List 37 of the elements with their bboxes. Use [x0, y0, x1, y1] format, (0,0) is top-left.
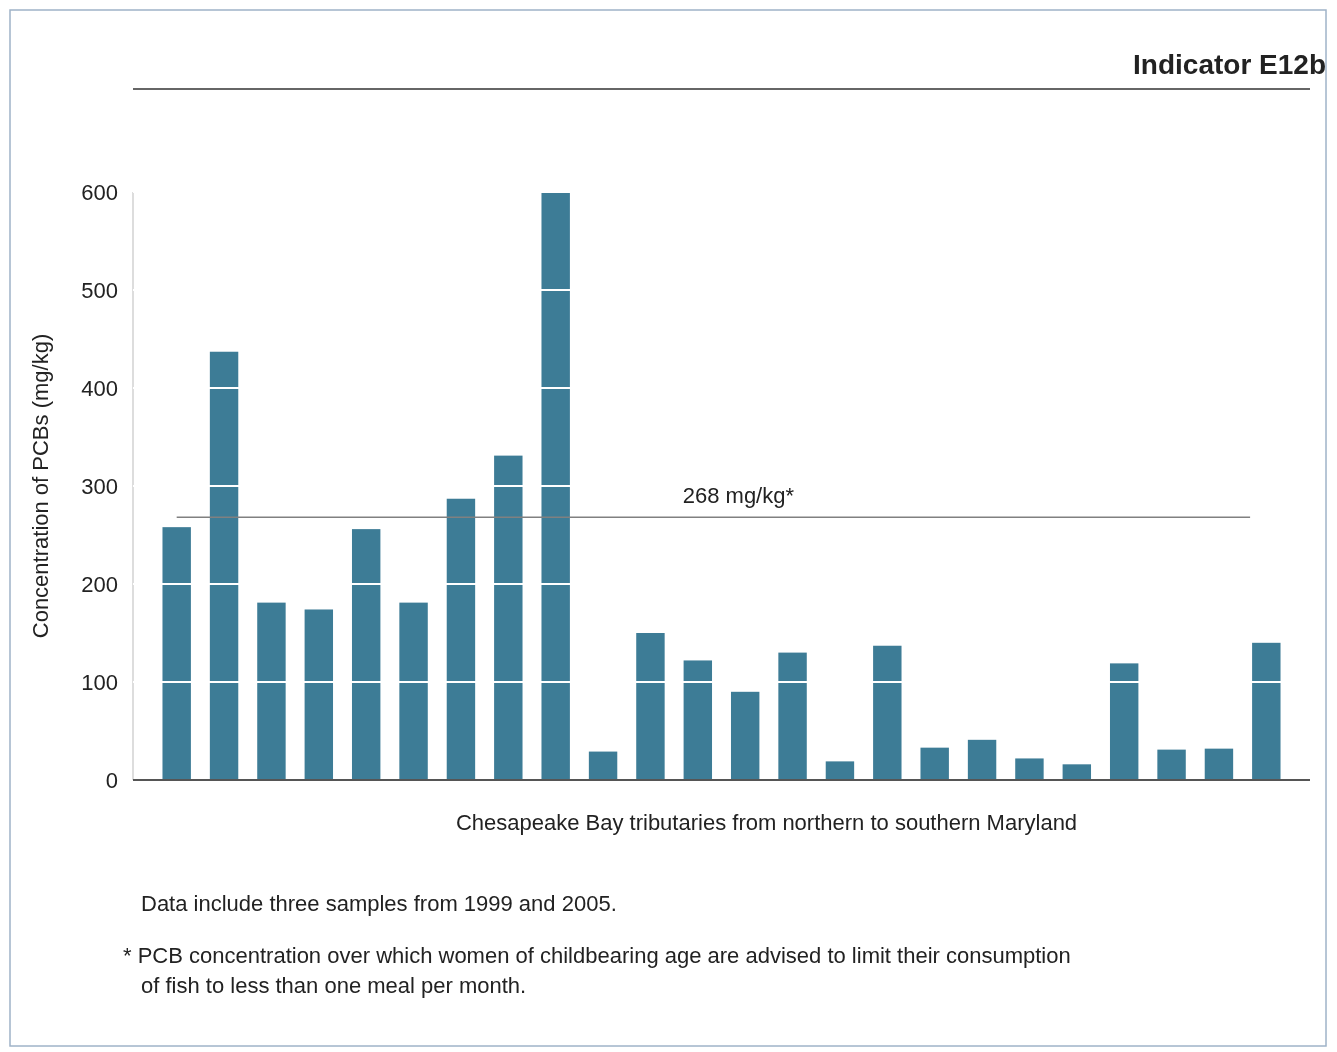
- bar: [778, 652, 807, 780]
- bar: [920, 747, 949, 780]
- y-tick-label: 0: [105, 767, 118, 793]
- y-tick-label: 200: [81, 571, 118, 597]
- bar: [1252, 642, 1281, 780]
- bar: [304, 609, 334, 780]
- bar: [873, 645, 902, 780]
- bar: [1157, 749, 1186, 780]
- bar: [967, 739, 997, 780]
- bar: [683, 660, 713, 780]
- bar: [541, 192, 570, 780]
- bar: [162, 527, 191, 780]
- bar: [636, 633, 665, 780]
- y-tick-label: 500: [81, 277, 118, 303]
- bar: [1109, 663, 1139, 780]
- bar: [494, 455, 523, 780]
- y-tick-label: 100: [81, 669, 118, 695]
- bar: [588, 751, 618, 780]
- bar: [446, 498, 476, 780]
- bar: [825, 761, 855, 780]
- y-axis-title: Concentration of PCBs (mg/kg): [28, 333, 53, 639]
- bar: [351, 529, 381, 780]
- x-axis-title: Chesapeake Bay tributaries from northern to southern Maryland: [455, 810, 1078, 835]
- text: * PCB concentration over which women of childbearing age are advised to limit their consumption of fish to less than one meal per month.: [123, 943, 1071, 998]
- bar: [730, 691, 760, 780]
- ref-line-label: 268 mg/kg*: [682, 483, 795, 509]
- y-tick-label: 600: [81, 179, 118, 205]
- bar: [1062, 764, 1092, 780]
- bar: [1015, 758, 1044, 780]
- bar: [257, 602, 286, 780]
- bar: [399, 602, 428, 780]
- bar: [209, 351, 239, 780]
- text: Data include three samples from 1999 and 2005.: [141, 891, 617, 916]
- y-tick-label: 400: [81, 375, 118, 401]
- bar: [1204, 748, 1234, 780]
- chart-title: Indicator E12b: [1133, 49, 1326, 80]
- y-tick-label: 300: [81, 473, 118, 499]
